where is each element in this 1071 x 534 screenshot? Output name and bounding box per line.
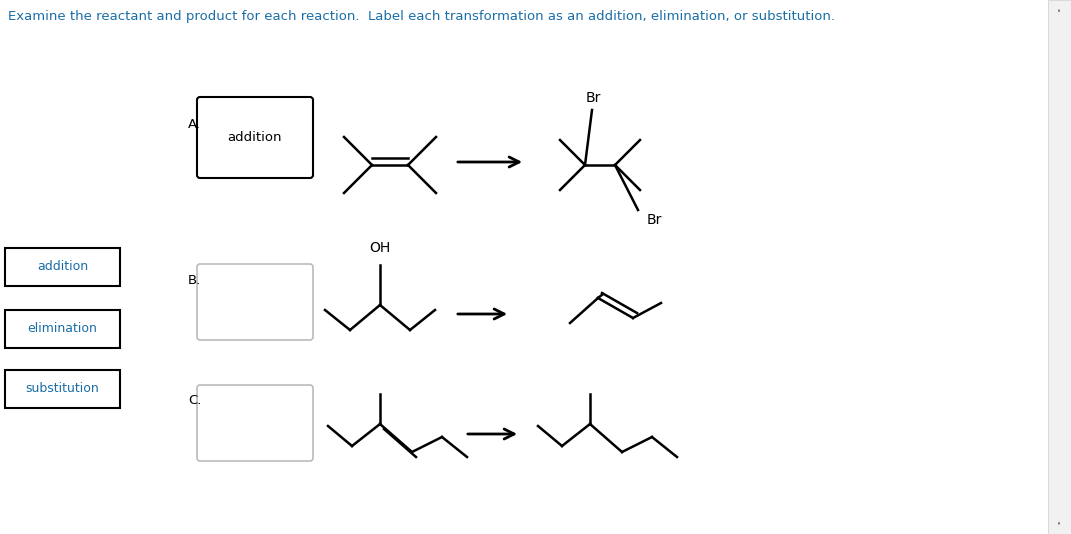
Text: addition: addition [228, 131, 283, 144]
FancyBboxPatch shape [197, 264, 313, 340]
Bar [5, 370, 120, 408]
FancyBboxPatch shape [197, 97, 313, 178]
Text: OH: OH [369, 241, 391, 255]
Text: addition: addition [36, 261, 88, 273]
Bar [5, 310, 120, 348]
Bar [1049, 0, 1071, 534]
Text: A.: A. [188, 119, 201, 131]
Text: elimination: elimination [28, 323, 97, 335]
Text: Examine the reactant and product for each reaction.  Label each transformation a: Examine the reactant and product for eac… [7, 10, 835, 23]
Bar [5, 248, 120, 286]
Text: B.: B. [188, 273, 201, 287]
Text: substitution: substitution [26, 382, 100, 396]
FancyBboxPatch shape [197, 385, 313, 461]
Text: C.: C. [188, 394, 201, 406]
Text: Br: Br [586, 91, 601, 105]
Text: Br: Br [647, 213, 662, 227]
